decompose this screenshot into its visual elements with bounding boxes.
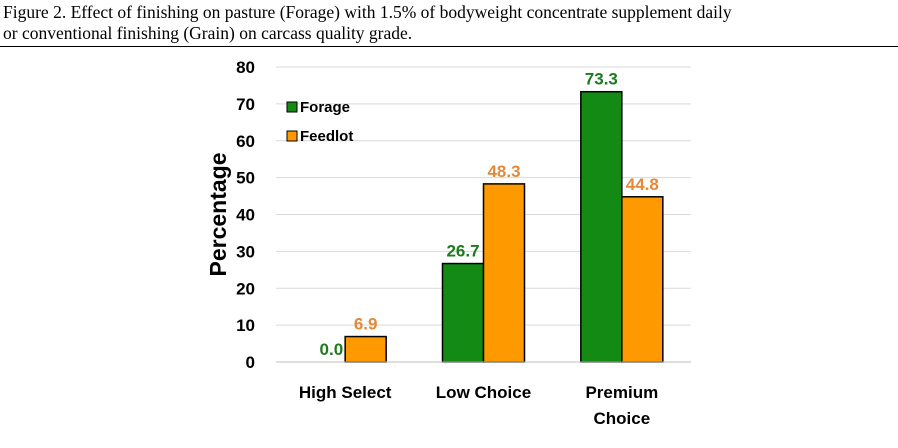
y-tick-label: 70 (236, 95, 255, 114)
data-label-feedlot: 6.9 (354, 315, 378, 334)
bar-feedlot (344, 335, 387, 363)
bar-feedlot (621, 196, 664, 363)
data-label-forage: 26.7 (446, 242, 479, 261)
bar-feedlot (482, 183, 526, 363)
data-label-forage: 0.0 (320, 340, 344, 359)
data-label-feedlot: 44.8 (626, 175, 659, 194)
legend-swatch-forage (286, 101, 298, 113)
y-axis-ticks: 0 10 20 30 40 50 60 70 80 (236, 58, 255, 372)
x-axis-categories: High Select Low Choice Premium Choice (299, 383, 658, 428)
legend-label-forage: Forage (300, 99, 350, 116)
y-tick-label: 20 (236, 279, 255, 298)
figure-caption: Figure 2. Effect of finishing on pasture… (3, 2, 895, 44)
x-category-label: Low Choice (436, 383, 531, 402)
y-tick-label: 80 (236, 58, 255, 77)
legend-swatch-feedlot (286, 130, 298, 142)
y-tick-label: 0 (246, 353, 255, 372)
caption-divider (0, 46, 898, 47)
caption-line-1: Figure 2. Effect of finishing on pasture… (3, 2, 732, 22)
data-labels: 0.0 6.9 26.7 48.3 73.3 44.8 (320, 70, 659, 359)
data-label-forage: 73.3 (585, 70, 618, 89)
x-category-label: Choice (593, 409, 650, 428)
y-tick-label: 40 (236, 206, 255, 225)
x-category-label: High Select (299, 383, 392, 402)
legend: Forage Feedlot (286, 99, 353, 145)
y-axis-label: Percentage (205, 152, 231, 276)
x-category-label: Premium (585, 383, 658, 402)
y-tick-label: 10 (236, 316, 255, 335)
data-label-feedlot: 48.3 (487, 162, 520, 181)
legend-label-feedlot: Feedlot (300, 128, 353, 145)
bars (276, 90, 691, 363)
y-tick-label: 30 (236, 242, 255, 261)
bar-forage (441, 262, 485, 363)
y-tick-label: 50 (236, 169, 255, 188)
bar-forage (580, 90, 623, 363)
y-tick-label: 60 (236, 132, 255, 151)
caption-line-2: or conventional finishing (Grain) on car… (3, 23, 413, 43)
